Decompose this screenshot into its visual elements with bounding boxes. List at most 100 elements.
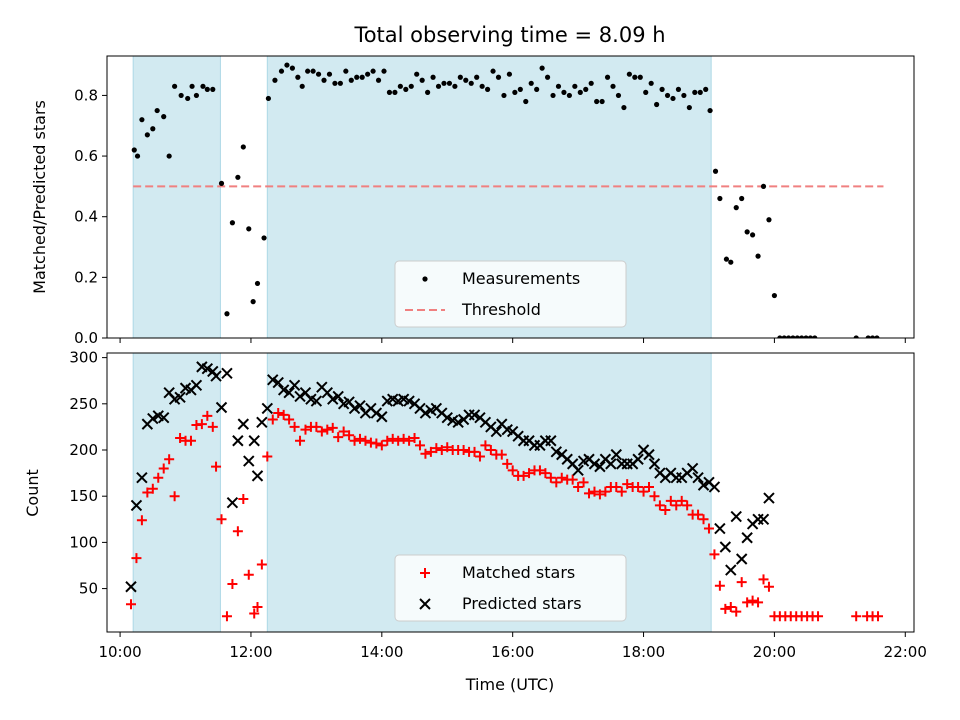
matched-stars-point-63 <box>458 445 469 456</box>
matched-stars-point-71 <box>502 458 513 469</box>
bottom-legend-label-matched-stars: Matched stars <box>462 563 575 582</box>
measurements-point-129 <box>853 335 859 338</box>
measurements-point-108 <box>712 168 719 174</box>
measurements-point-22 <box>246 226 252 232</box>
top-y-axis-label: Matched/Predicted stars <box>30 100 49 294</box>
measurements-point-21 <box>240 144 246 150</box>
measurements-point-17 <box>218 180 225 186</box>
matched-stars-point-43 <box>349 435 360 446</box>
measurements-point-37 <box>326 71 333 77</box>
measurements-point-73 <box>523 98 529 105</box>
predicted-stars-point-21 <box>232 435 244 447</box>
measurements-point-47 <box>381 68 387 74</box>
predicted-stars-point-106 <box>692 472 704 484</box>
predicted-stars-point-18 <box>215 401 228 414</box>
matched-stars-point-83 <box>567 474 578 485</box>
measurements-point-52 <box>408 83 414 89</box>
measurements-point-96 <box>648 80 654 86</box>
matched-stars-point-116 <box>747 595 758 606</box>
bottom-panel-count-plot: 50 100 150 200 250 300 10:00 12:00 14:00 16:00 18:… <box>69 349 927 661</box>
predicted-stars-point-105 <box>686 462 699 475</box>
matched-stars-point-15 <box>202 410 213 421</box>
measurements-point-49 <box>392 89 398 95</box>
matched-stars-point-96 <box>638 486 649 497</box>
predicted-stars-point-25 <box>251 470 264 482</box>
measurements-point-97 <box>654 101 660 108</box>
matched-stars-point-18 <box>216 514 227 525</box>
predicted-stars-point-29 <box>272 376 284 389</box>
matched-stars-point-9 <box>169 491 180 502</box>
measurements-point-104 <box>692 89 698 95</box>
matched-stars-point-75 <box>524 468 535 479</box>
measurements-point-65 <box>479 83 485 89</box>
matched-stars-point-114 <box>736 577 747 588</box>
matched-stars-point-102 <box>671 500 682 511</box>
predicted-stars-point-112 <box>725 564 737 576</box>
predicted-stars-point-2 <box>130 499 143 512</box>
measurements-point-14 <box>200 83 206 89</box>
matched-stars-point-56 <box>420 448 431 459</box>
predicted-stars-point-53 <box>403 395 415 407</box>
measurements-point-27 <box>272 77 278 83</box>
predicted-stars-point-5 <box>147 412 159 425</box>
matched-stars-point-31 <box>284 414 295 425</box>
predicted-stars-point-33 <box>294 390 306 403</box>
measurements-point-99 <box>664 92 671 99</box>
predicted-stars-point-47 <box>370 407 383 419</box>
measurements-point-114 <box>744 229 750 235</box>
matched-stars-point-36 <box>311 421 322 432</box>
measurements-point-12 <box>189 83 195 89</box>
matched-stars-point-100 <box>660 505 671 516</box>
measurements-point-127 <box>807 335 813 338</box>
predicted-stars-point-13 <box>190 379 203 392</box>
measurements-point-132 <box>874 335 880 338</box>
matched-stars-point-45 <box>360 435 371 446</box>
measurements-point-95 <box>643 89 649 95</box>
measurements-point-113 <box>739 195 745 202</box>
matched-stars-point-111 <box>720 603 731 614</box>
measurements-point-57 <box>435 83 442 89</box>
measurements-point-36 <box>321 77 327 83</box>
predicted-stars-point-115 <box>741 532 753 544</box>
measurements-point-81 <box>566 92 572 99</box>
matched-stars-point-53 <box>404 435 415 446</box>
measurements-point-105 <box>697 89 703 95</box>
measurements-point-26 <box>265 95 271 102</box>
predicted-stars-point-118 <box>757 513 770 525</box>
xtick-label-5: 18:00 <box>622 643 665 661</box>
predicted-stars-point-113 <box>730 510 742 523</box>
predicted-stars-point-36 <box>310 395 323 407</box>
bottom-legend-handle-predicted-stars <box>419 598 431 610</box>
predicted-stars-point-87 <box>588 458 601 470</box>
measurements-point-88 <box>604 74 611 80</box>
predicted-stars-point-48 <box>376 411 388 423</box>
measurements-point-69 <box>501 92 507 99</box>
bottom-legend-label-predicted-stars: Predicted stars <box>462 594 582 613</box>
predicted-stars-point-31 <box>283 387 295 399</box>
measurements-point-92 <box>626 71 632 77</box>
measurements-point-33 <box>305 68 311 74</box>
measurements-point-15 <box>204 86 210 92</box>
measurements-point-46 <box>375 77 382 83</box>
measurements-point-5 <box>150 126 156 132</box>
measurements-point-58 <box>441 80 447 86</box>
matched-stars-point-113 <box>731 606 742 617</box>
measurements-point-87 <box>599 98 605 105</box>
predicted-stars-point-65 <box>468 409 481 421</box>
matched-stars-point-74 <box>518 470 529 481</box>
matched-stars-point-17 <box>211 461 222 472</box>
predicted-stars-point-26 <box>256 416 268 428</box>
measurements-point-72 <box>517 86 523 92</box>
measurements-point-78 <box>550 92 556 99</box>
matched-stars-point-97 <box>643 481 654 492</box>
matched-stars-point-27 <box>262 451 273 462</box>
bottom-ytick-label-1: 50 <box>79 580 98 598</box>
matched-stars-point-52 <box>398 433 409 444</box>
predicted-stars-point-7 <box>158 411 170 424</box>
matched-stars-point-108 <box>703 523 714 534</box>
measurements-point-50 <box>397 83 403 89</box>
measurements-point-39 <box>337 80 343 86</box>
measurements-point-120 <box>777 335 783 338</box>
matched-stars-point-37 <box>316 426 327 437</box>
measurements-point-74 <box>528 80 534 86</box>
